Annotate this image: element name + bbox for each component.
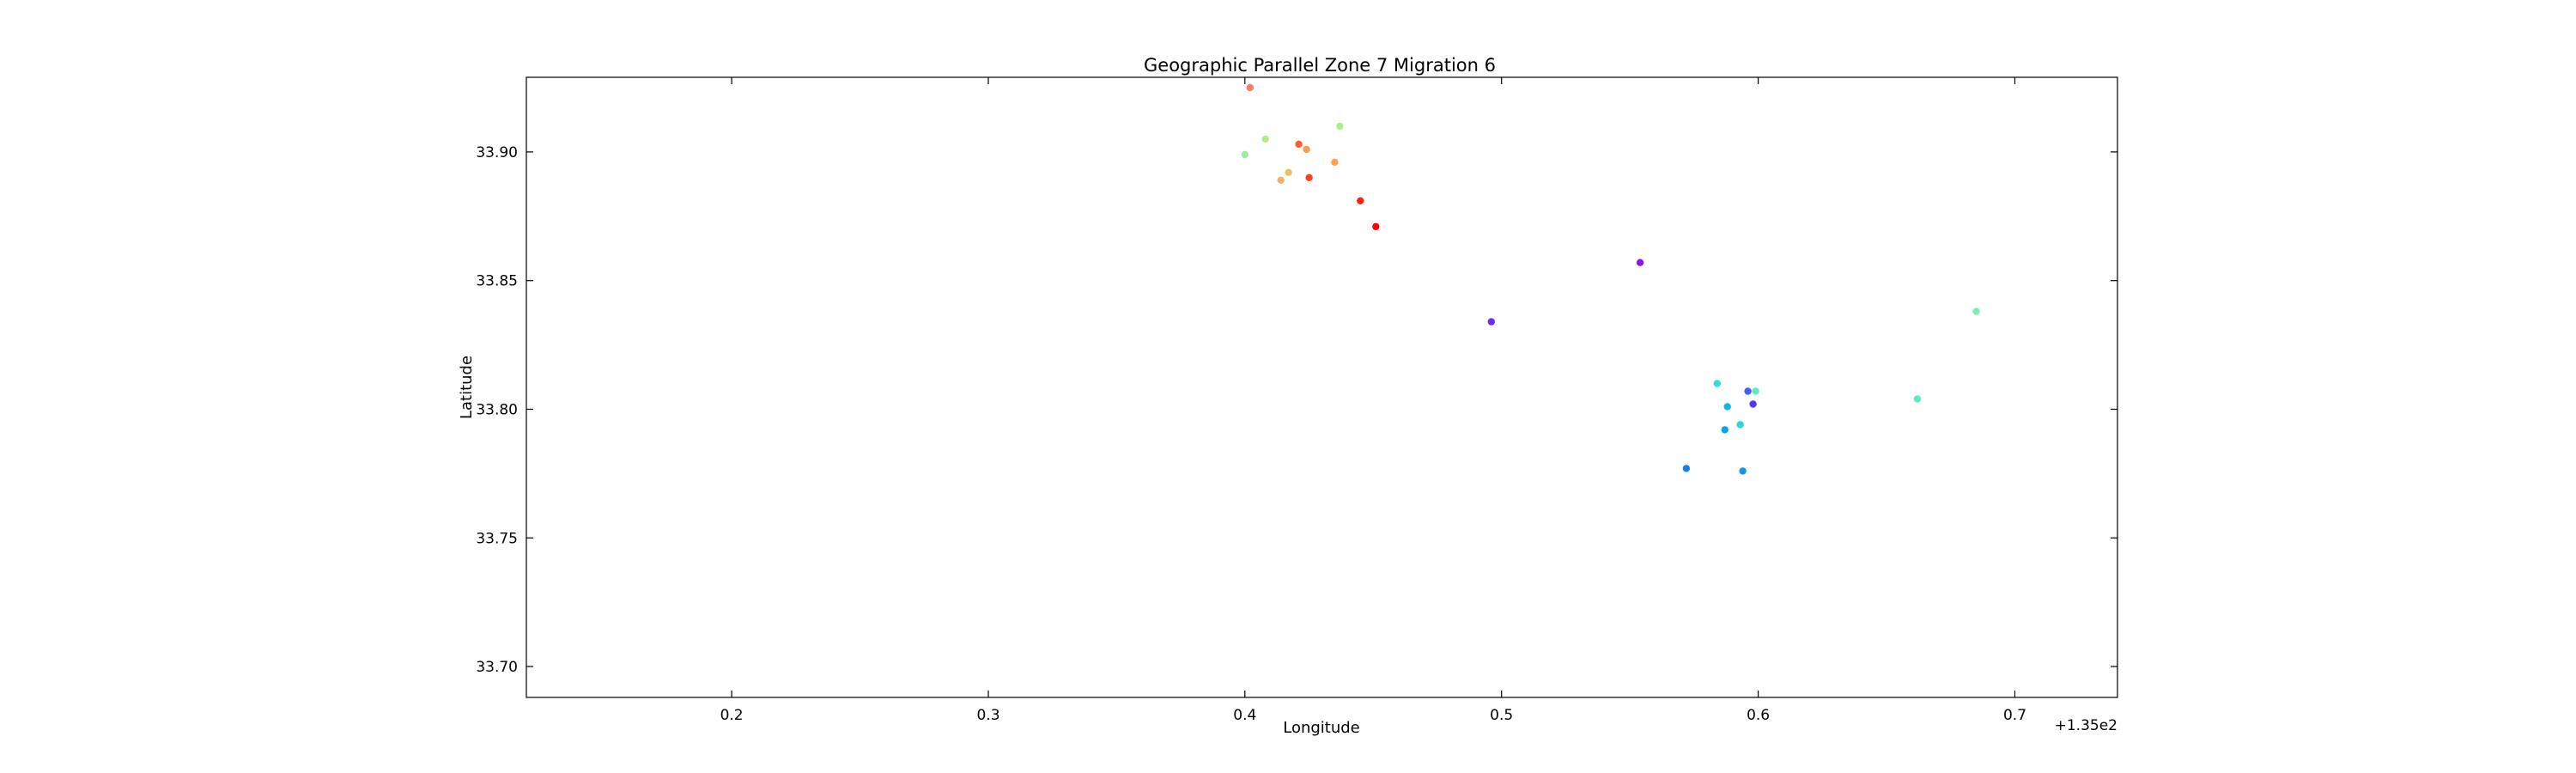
data-point-1 [1336,122,1344,131]
data-point-18 [1913,395,1922,403]
x-tick-label: 0.6 [1747,707,1770,724]
x-axis-offset-label: +1.35e2 [2055,717,2117,734]
data-point-23 [1682,465,1691,472]
data-point-5 [1241,150,1249,159]
y-axis-label: Latitude [458,356,476,419]
plot-frame [526,76,2118,698]
data-point-21 [1736,421,1744,429]
x-tick-label: 0.2 [720,707,744,724]
chart-title: Geographic Parallel Zone 7 Migration 6 [1144,55,1496,76]
data-point-24 [1739,467,1747,475]
x-tick-label: 0.7 [2003,707,2026,724]
y-tick-label: 33.75 [476,530,518,547]
data-point-16 [1744,387,1752,395]
data-point-20 [1723,403,1731,411]
data-point-2 [1261,135,1269,143]
data-point-6 [1331,158,1339,167]
y-tick-label: 33.90 [476,144,518,161]
data-point-17 [1752,387,1759,395]
data-point-0 [1246,83,1255,92]
data-point-3 [1295,140,1303,149]
x-tick-label: 0.3 [976,707,999,724]
x-tick-label: 0.4 [1233,707,1256,724]
x-tick-label: 0.5 [1490,707,1513,724]
data-point-11 [1372,222,1380,230]
x-axis-label: Longitude [1283,719,1360,737]
data-point-13 [1972,307,1980,315]
y-tick-label: 33.80 [476,402,518,419]
data-point-14 [1487,318,1496,326]
data-point-19 [1749,400,1757,408]
data-points [1241,83,1980,475]
data-point-22 [1721,426,1728,434]
data-point-12 [1636,259,1644,266]
data-point-4 [1303,145,1310,154]
axis-ticks: 0.2 0.3 0.4 0.5 0.6 0.7 33.70 33.75 33.80 33.85 33… [476,77,2117,724]
y-tick-label: 33.85 [476,273,518,290]
data-point-10 [1357,197,1364,204]
data-point-8 [1305,173,1313,181]
y-tick-label: 33.70 [476,659,518,676]
data-point-15 [1713,380,1722,387]
data-point-9 [1277,176,1285,184]
data-point-7 [1285,168,1292,176]
